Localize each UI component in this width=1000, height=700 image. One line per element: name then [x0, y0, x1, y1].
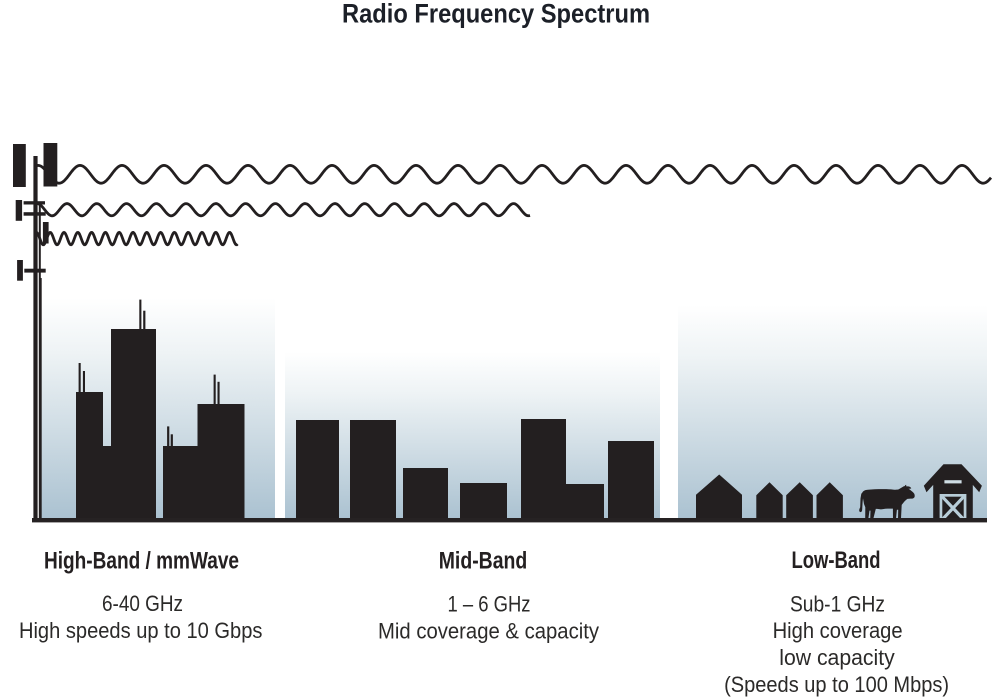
svg-text:Sub-1 GHz: Sub-1 GHz: [790, 592, 885, 617]
svg-text:Radio Frequency Spectrum: Radio Frequency Spectrum: [342, 0, 650, 29]
svg-text:Mid-Band: Mid-Band: [439, 548, 528, 575]
svg-text:Mid coverage & capacity: Mid coverage & capacity: [378, 619, 599, 644]
svg-text:6-40 GHz: 6-40 GHz: [102, 591, 183, 616]
svg-text:(Speeds up to 100 Mbps): (Speeds up to 100 Mbps): [724, 672, 949, 697]
svg-text:High-Band / mmWave: High-Band / mmWave: [44, 548, 239, 575]
svg-text:High coverage: High coverage: [773, 618, 903, 643]
svg-text:low capacity: low capacity: [779, 645, 895, 670]
svg-text:1 – 6 GHz: 1 – 6 GHz: [448, 592, 531, 617]
svg-text:Low-Band: Low-Band: [792, 547, 881, 574]
svg-text:High speeds up to 10 Gbps: High speeds up to 10 Gbps: [19, 618, 263, 643]
